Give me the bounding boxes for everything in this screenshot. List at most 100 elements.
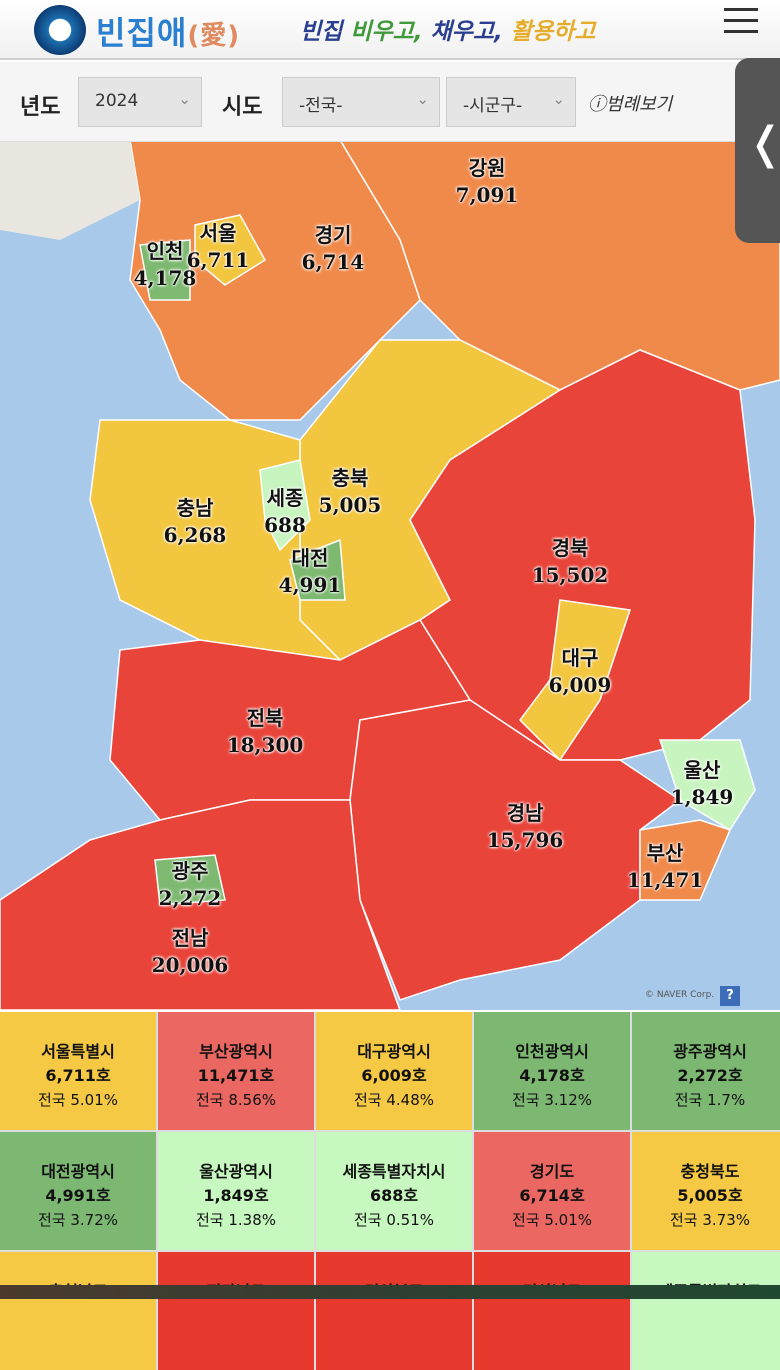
region-label: 경북 15,502 bbox=[532, 535, 609, 589]
region-cell[interactable]: 충청북도 5,005호 전국 3.73% bbox=[632, 1132, 780, 1250]
region-value: 2,272 bbox=[158, 886, 222, 910]
cell-count: 6,714호 bbox=[519, 1186, 585, 1205]
region-name: 경북 bbox=[551, 536, 589, 560]
sido-value: -전국- bbox=[299, 96, 343, 116]
region-value: 15,502 bbox=[531, 563, 609, 587]
cell-pct: 전국 8.56% bbox=[195, 1091, 277, 1109]
region-cell[interactable]: 서울특별시 6,711호 전국 5.01% bbox=[0, 1012, 156, 1130]
filter-bar: 년도 2024 ⌄ 시도 -전국- ⌄ -시군구- ⌄ ⓘ범례보기 bbox=[0, 62, 780, 142]
cell-count: 11,471호 bbox=[197, 1066, 275, 1085]
region-name: 충북 bbox=[331, 466, 369, 490]
chevron-down-icon: ⌄ bbox=[552, 90, 565, 108]
region-cell[interactable]: 대구광역시 6,009호 전국 4.48% bbox=[316, 1012, 472, 1130]
region-value: 688 bbox=[264, 513, 306, 537]
region-cell[interactable]: 울산광역시 1,849호 전국 1.38% bbox=[158, 1132, 314, 1250]
map-canvas bbox=[0, 142, 780, 1010]
year-label: 년도 bbox=[20, 95, 61, 120]
logo-text: 빈집애 bbox=[96, 14, 188, 52]
logo-icon[interactable] bbox=[34, 5, 86, 55]
region-seoul[interactable] bbox=[194, 214, 267, 286]
logo[interactable]: 빈집애(愛) bbox=[96, 8, 240, 54]
region-gyeonggi[interactable] bbox=[129, 142, 421, 421]
region-name: 강원 bbox=[468, 156, 506, 180]
slogan: 빈집 비우고, 채우고, 활용하고 bbox=[300, 12, 595, 46]
region-name: 서울 bbox=[199, 221, 237, 245]
cell-name: 대구광역시 bbox=[357, 1042, 431, 1061]
region-label: 전남 20,006 bbox=[152, 925, 229, 979]
region-name: 광주 bbox=[171, 859, 209, 883]
cell-count: 6,711호 bbox=[45, 1066, 111, 1085]
app-header: 빈집애(愛) 빈집 비우고, 채우고, 활용하고 bbox=[0, 0, 780, 60]
region-value: 5,005 bbox=[318, 493, 382, 517]
region-name: 세종 bbox=[266, 486, 304, 510]
cell-name: 인천광역시 bbox=[515, 1042, 589, 1061]
region-ulsan[interactable] bbox=[658, 739, 756, 832]
region-cell[interactable]: 경상북도 bbox=[316, 1252, 472, 1370]
region-jeonnam[interactable] bbox=[0, 799, 401, 1010]
cell-pct: 전국 3.72% bbox=[37, 1211, 119, 1229]
cell-pct: 전국 3.73% bbox=[669, 1211, 751, 1229]
cell-count: 4,991호 bbox=[45, 1186, 111, 1205]
region-name: 경남 bbox=[506, 801, 544, 825]
cell-pct: 전국 1.38% bbox=[195, 1211, 277, 1229]
region-cell[interactable]: 충청남도 bbox=[0, 1252, 156, 1370]
chevron-left-icon: ❬ bbox=[747, 118, 780, 169]
region-value: 4,178 bbox=[133, 266, 197, 290]
region-label: 광주 2,272 bbox=[159, 858, 222, 912]
cell-count: 2,272호 bbox=[677, 1066, 743, 1085]
region-cell[interactable]: 경상남도 bbox=[474, 1252, 630, 1370]
slogan-part: 채우고, bbox=[430, 19, 503, 45]
region-cell[interactable]: 부산광역시 11,471호 전국 8.56% bbox=[158, 1012, 314, 1130]
map[interactable]: 강원 7,091 서울 6,711 인천 4,178 경기 6,714 충남 6,268 세종 688… bbox=[0, 142, 780, 1010]
cell-name: 경기도 bbox=[529, 1162, 575, 1181]
region-value: 1,849 bbox=[670, 785, 734, 809]
region-name: 인천 bbox=[146, 239, 184, 263]
cell-name: 울산광역시 bbox=[199, 1162, 273, 1181]
legend-button[interactable]: ⓘ범례보기 bbox=[588, 94, 673, 115]
help-button[interactable]: ? bbox=[720, 986, 740, 1006]
region-cell[interactable]: 세종특별자치시 688호 전국 0.51% bbox=[316, 1132, 472, 1250]
slogan-part: 비우고, bbox=[350, 19, 423, 45]
sigungu-select[interactable]: -시군구- ⌄ bbox=[446, 77, 576, 127]
sido-select[interactable]: -전국- ⌄ bbox=[282, 77, 440, 127]
region-label: 부산 11,471 bbox=[627, 840, 704, 894]
region-cell[interactable]: 대전광역시 4,991호 전국 3.72% bbox=[0, 1132, 156, 1250]
hamburger-menu-icon[interactable] bbox=[724, 8, 758, 34]
region-busan[interactable] bbox=[639, 819, 732, 901]
sigungu-value: -시군구- bbox=[463, 96, 523, 116]
region-name: 대구 bbox=[561, 646, 599, 670]
region-label: 충남 6,268 bbox=[164, 495, 227, 549]
region-name: 부산 bbox=[646, 841, 684, 865]
region-name: 충남 bbox=[176, 496, 214, 520]
region-label: 서울 6,711 bbox=[187, 220, 250, 274]
region-daegu[interactable] bbox=[519, 599, 631, 762]
region-daejeon[interactable] bbox=[289, 538, 346, 601]
cell-pct: 전국 3.12% bbox=[511, 1091, 593, 1109]
year-value: 2024 bbox=[95, 91, 139, 111]
region-cell[interactable]: 경기도 6,714호 전국 5.01% bbox=[474, 1132, 630, 1250]
region-value: 6,711 bbox=[186, 248, 250, 272]
cell-name: 세종특별자치시 bbox=[342, 1162, 446, 1181]
chevron-down-icon: ⌄ bbox=[178, 90, 191, 108]
region-stats-table: 서울특별시 6,711호 전국 5.01% 부산광역시 11,471호 전국 8.56% 대… bbox=[0, 1012, 780, 1370]
cell-pct: 전국 1.7% bbox=[674, 1091, 746, 1109]
region-label: 울산 1,849 bbox=[671, 757, 734, 811]
region-incheon[interactable] bbox=[139, 239, 191, 301]
region-cell[interactable]: 광주광역시 2,272호 전국 1.7% bbox=[632, 1012, 780, 1130]
region-sejong[interactable] bbox=[259, 459, 311, 552]
logo-hanja: (愛) bbox=[187, 21, 241, 51]
cell-pct: 전국 5.01% bbox=[37, 1091, 119, 1109]
region-value: 15,796 bbox=[486, 828, 564, 852]
region-cell[interactable]: 제주특별자치도 bbox=[632, 1252, 780, 1370]
cell-count: 4,178호 bbox=[519, 1066, 585, 1085]
region-cell[interactable]: 전라남도 bbox=[158, 1252, 314, 1370]
region-gwangju[interactable] bbox=[154, 854, 226, 906]
region-name: 경기 bbox=[314, 223, 352, 247]
region-value: 18,300 bbox=[226, 733, 304, 757]
side-panel-toggle[interactable]: ❬ bbox=[735, 58, 780, 243]
region-name: 대전 bbox=[291, 546, 329, 570]
year-select[interactable]: 2024 ⌄ bbox=[78, 77, 202, 127]
slogan-part: 빈집 bbox=[300, 19, 343, 45]
map-attribution: © NAVER Corp. bbox=[645, 990, 715, 1000]
